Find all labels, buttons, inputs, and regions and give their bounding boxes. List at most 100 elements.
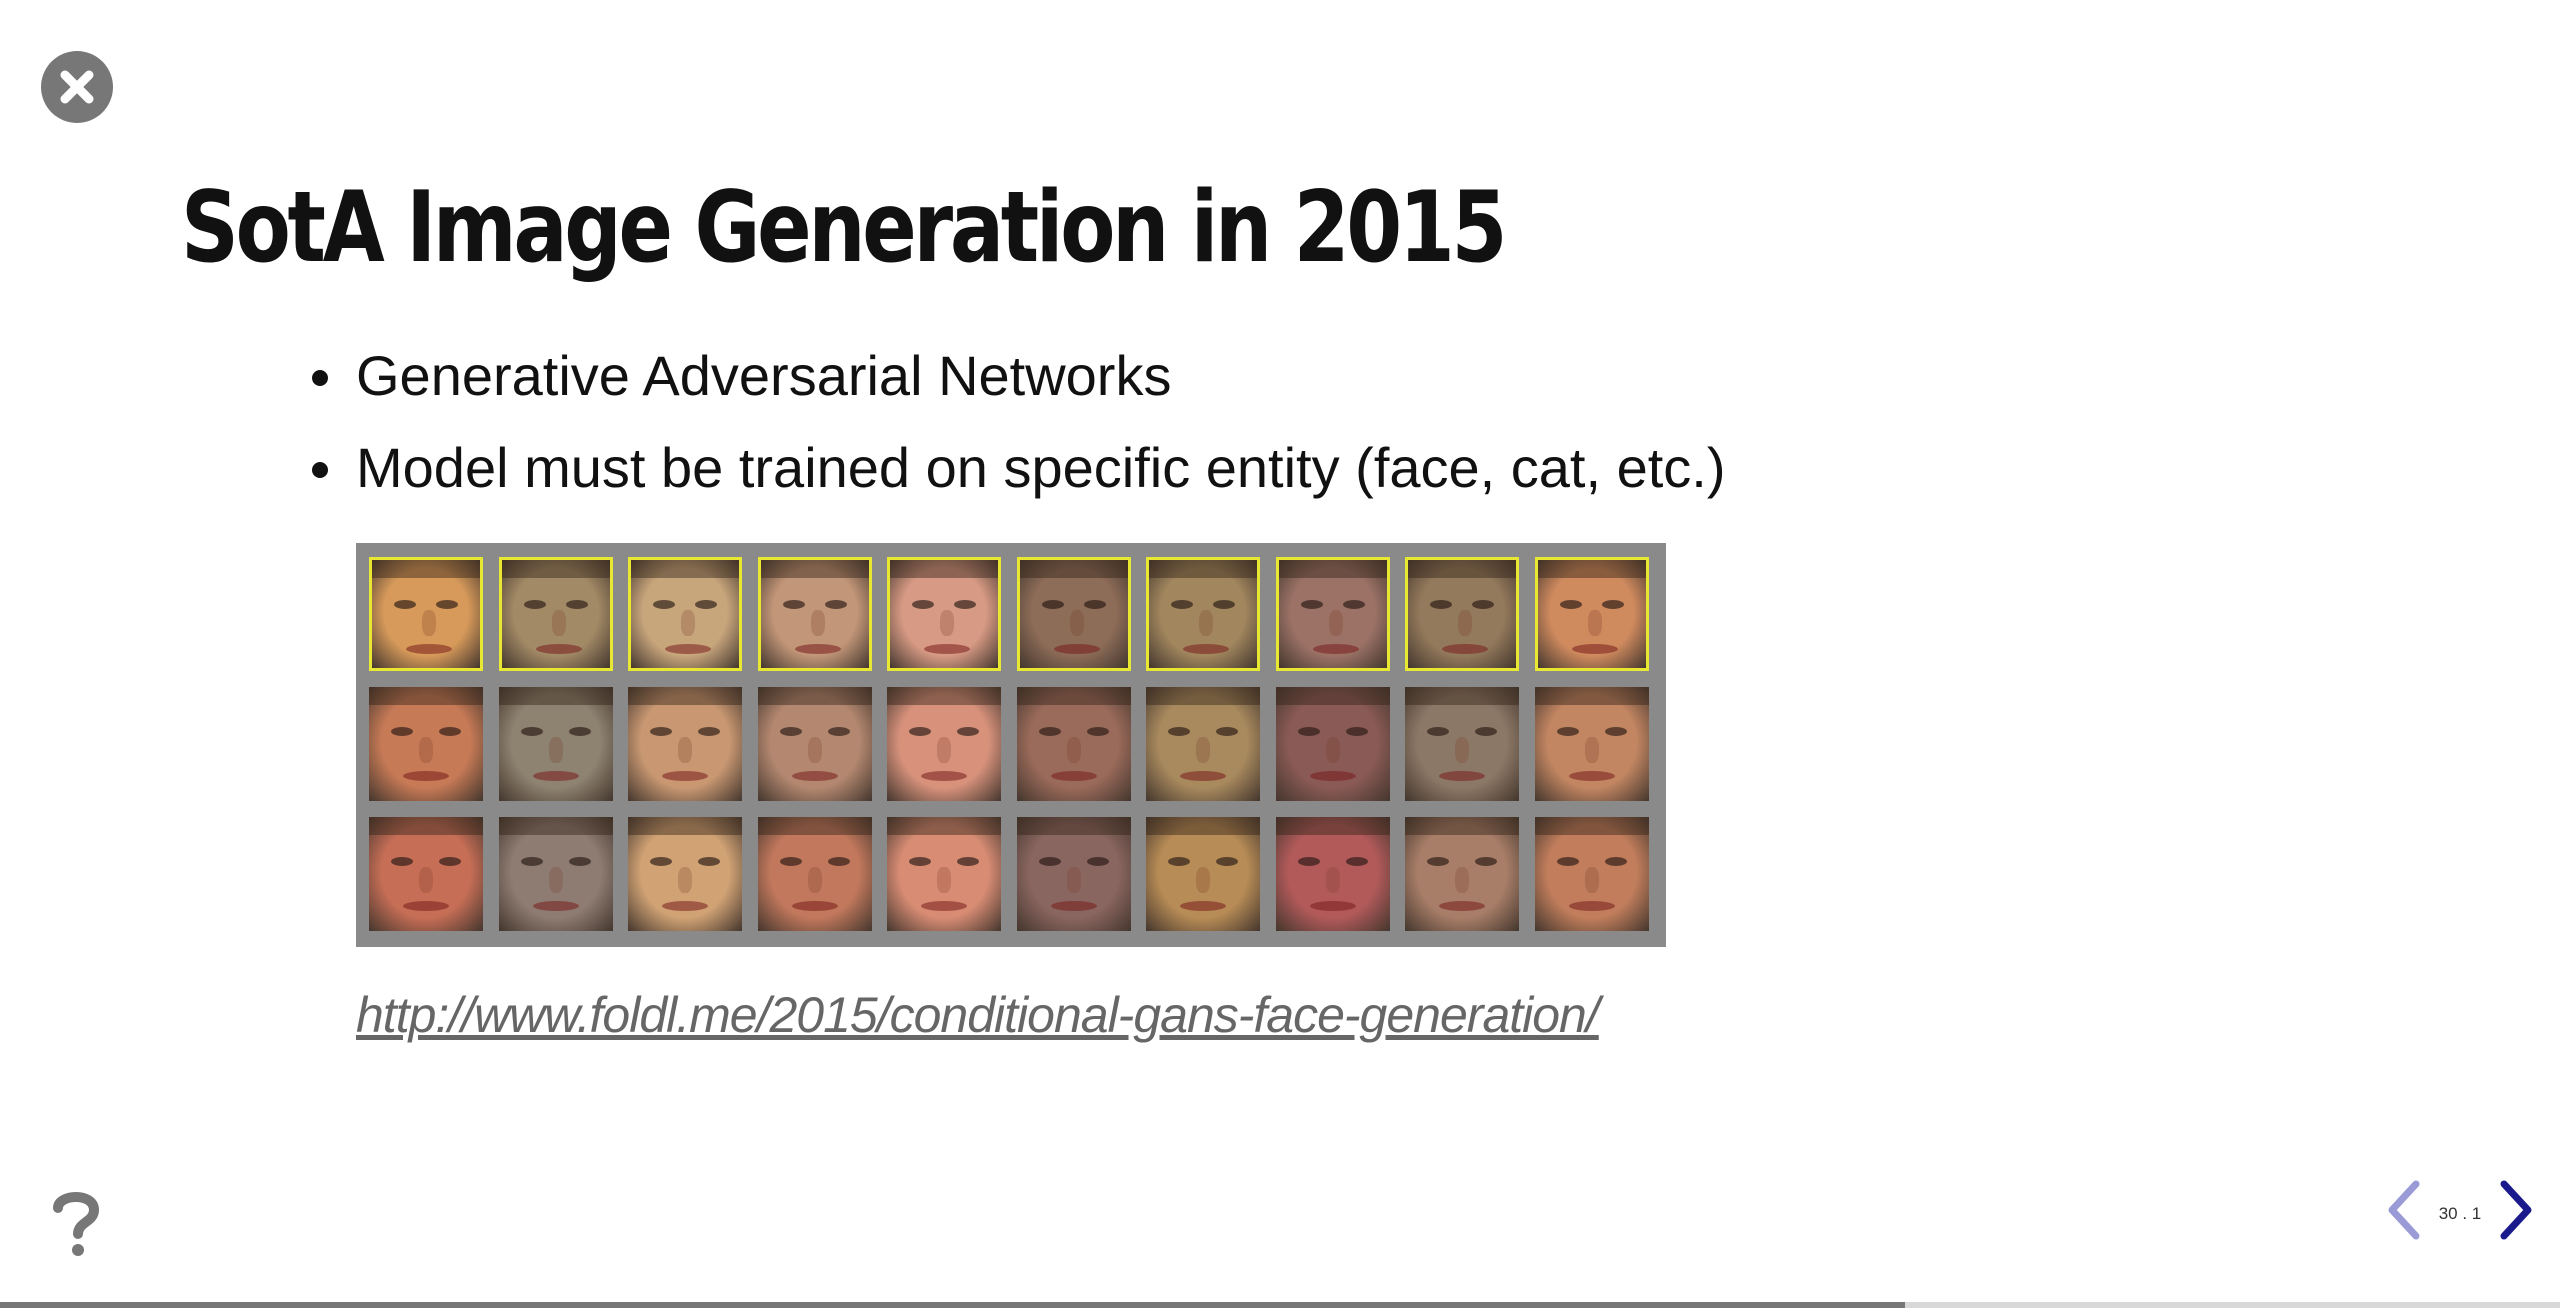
face-thumbnail — [369, 817, 483, 931]
face-feature — [1146, 817, 1260, 835]
face-feature — [1216, 857, 1238, 866]
face-feature — [1439, 771, 1485, 781]
face-feature — [1605, 857, 1627, 866]
next-slide-button[interactable] — [2496, 1178, 2536, 1242]
face-feature — [1475, 857, 1497, 866]
face-feature — [533, 901, 579, 911]
face-feature — [909, 727, 931, 736]
face-feature — [795, 644, 841, 654]
face-feature — [937, 737, 951, 763]
face-feature — [678, 737, 692, 763]
face-feature — [1326, 867, 1340, 893]
close-icon — [60, 70, 94, 104]
face-feature — [499, 817, 613, 835]
face-thumbnail — [1146, 687, 1260, 801]
face-thumbnail — [1146, 557, 1260, 671]
face-feature — [1183, 644, 1229, 654]
face-feature — [1605, 727, 1627, 736]
face-feature — [549, 867, 563, 893]
face-feature — [628, 687, 742, 705]
chevron-left-icon — [2388, 1180, 2420, 1240]
face-feature — [924, 644, 970, 654]
face-thumbnail — [1146, 817, 1260, 931]
face-thumbnail — [628, 557, 742, 671]
face-feature — [780, 857, 802, 866]
help-button[interactable] — [48, 1188, 104, 1260]
face-feature — [937, 867, 951, 893]
progress-bar — [0, 1302, 2560, 1308]
face-feature — [1146, 687, 1260, 705]
face-feature — [912, 600, 934, 609]
source-link[interactable]: http://www.foldl.me/2015/conditional-gan… — [356, 987, 1600, 1043]
face-feature — [1538, 560, 1646, 578]
close-button[interactable] — [41, 51, 113, 123]
slide-number: 30 . 1 — [2438, 1204, 2482, 1223]
face-feature — [1279, 560, 1387, 578]
face-feature — [1572, 644, 1618, 654]
face-feature — [650, 857, 672, 866]
face-feature — [954, 600, 976, 609]
face-feature — [403, 771, 449, 781]
bullet-item: Generative Adversarial Networks — [300, 344, 1726, 408]
face-feature — [921, 771, 967, 781]
face-feature — [825, 600, 847, 609]
face-feature — [419, 867, 433, 893]
face-feature — [1557, 857, 1579, 866]
face-feature — [552, 610, 566, 636]
face-feature — [536, 644, 582, 654]
face-thumbnail — [1276, 817, 1390, 931]
face-feature — [1405, 817, 1519, 835]
face-feature — [808, 867, 822, 893]
face-feature — [1430, 600, 1452, 609]
face-feature — [1149, 560, 1257, 578]
face-feature — [524, 600, 546, 609]
previous-slide-button[interactable] — [2384, 1178, 2424, 1242]
face-feature — [1560, 600, 1582, 609]
face-feature — [422, 610, 436, 636]
face-feature — [887, 817, 1001, 835]
face-thumbnail — [1535, 557, 1649, 671]
face-feature — [828, 857, 850, 866]
bullet-item: Model must be trained on specific entity… — [300, 436, 1726, 500]
face-feature — [369, 817, 483, 835]
face-feature — [419, 737, 433, 763]
face-feature — [887, 687, 1001, 705]
face-feature — [1199, 610, 1213, 636]
face-feature — [792, 901, 838, 911]
slide-title: SotA Image Generation in 2015 — [181, 171, 1507, 285]
face-thumbnail — [628, 687, 742, 801]
face-feature — [1408, 560, 1516, 578]
face-feature — [792, 771, 838, 781]
face-feature — [566, 600, 588, 609]
face-feature — [1405, 687, 1519, 705]
face-feature — [1168, 857, 1190, 866]
face-feature — [1042, 600, 1064, 609]
face-feature — [1070, 610, 1084, 636]
face-thumbnail — [499, 817, 613, 931]
face-feature — [650, 727, 672, 736]
face-feature — [1087, 727, 1109, 736]
face-feature — [1067, 737, 1081, 763]
face-feature — [403, 901, 449, 911]
face-feature — [533, 771, 579, 781]
face-feature — [1585, 737, 1599, 763]
face-feature — [391, 857, 413, 866]
face-feature — [1427, 857, 1449, 866]
face-feature — [921, 901, 967, 911]
face-feature — [681, 610, 695, 636]
face-feature — [1602, 600, 1624, 609]
face-feature — [1346, 727, 1368, 736]
face-feature — [1017, 817, 1131, 835]
bullet-text: Model must be trained on specific entity… — [356, 436, 1726, 499]
face-feature — [1051, 901, 1097, 911]
face-feature — [1346, 857, 1368, 866]
face-feature — [1276, 817, 1390, 835]
face-feature — [439, 727, 461, 736]
face-feature — [1427, 727, 1449, 736]
face-feature — [828, 727, 850, 736]
help-icon — [53, 1192, 100, 1256]
face-feature — [439, 857, 461, 866]
face-feature — [372, 560, 480, 578]
progress-fill — [0, 1302, 1905, 1308]
face-thumbnail — [369, 687, 483, 801]
